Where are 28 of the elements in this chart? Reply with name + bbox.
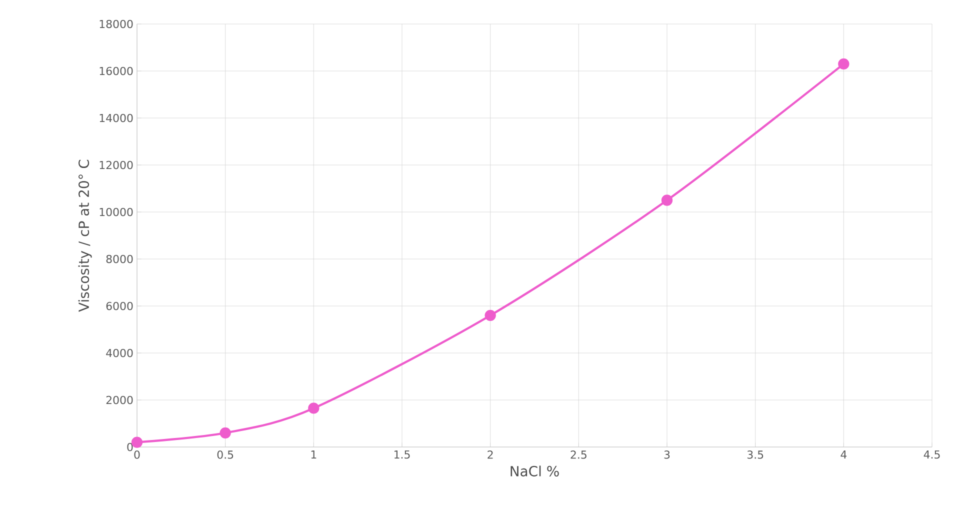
y-tick-label: 12000 bbox=[100, 160, 133, 170]
point bbox=[220, 427, 231, 438]
y-tick-label: 0 bbox=[127, 442, 133, 452]
y-tick-label: 10000 bbox=[100, 208, 133, 216]
y-axis-title: Viscosity / cP at 20° C bbox=[78, 160, 92, 312]
point bbox=[838, 58, 850, 70]
x-tick-label: 0.5 bbox=[217, 450, 234, 459]
point bbox=[308, 402, 320, 414]
x-tick-label: 0 bbox=[134, 450, 140, 459]
x-tick-label: 3.5 bbox=[747, 450, 764, 459]
x-tick-label: 4 bbox=[840, 450, 847, 459]
y-tick-label: 16000 bbox=[100, 66, 133, 76]
y-tick-label: 18000 bbox=[100, 20, 133, 28]
x-axis-title: NaCl % bbox=[510, 466, 559, 476]
x-tick-label: 4.5 bbox=[924, 450, 940, 459]
y-tick-label: 2000 bbox=[106, 396, 133, 404]
x-tick-label: 2.5 bbox=[570, 450, 586, 459]
x-tick-label: 3 bbox=[664, 450, 670, 459]
point bbox=[131, 436, 143, 448]
point bbox=[661, 194, 673, 206]
point bbox=[484, 310, 496, 321]
y-tick-label: 6000 bbox=[106, 302, 133, 310]
x-tick-label: 2 bbox=[488, 450, 493, 459]
x-tick-label: 1 bbox=[311, 450, 316, 459]
x-tick-label: 1.5 bbox=[394, 450, 410, 459]
y-tick-label: 14000 bbox=[100, 114, 133, 122]
y-tick-label: 8000 bbox=[106, 254, 133, 264]
y-tick-label: 4000 bbox=[106, 348, 133, 358]
